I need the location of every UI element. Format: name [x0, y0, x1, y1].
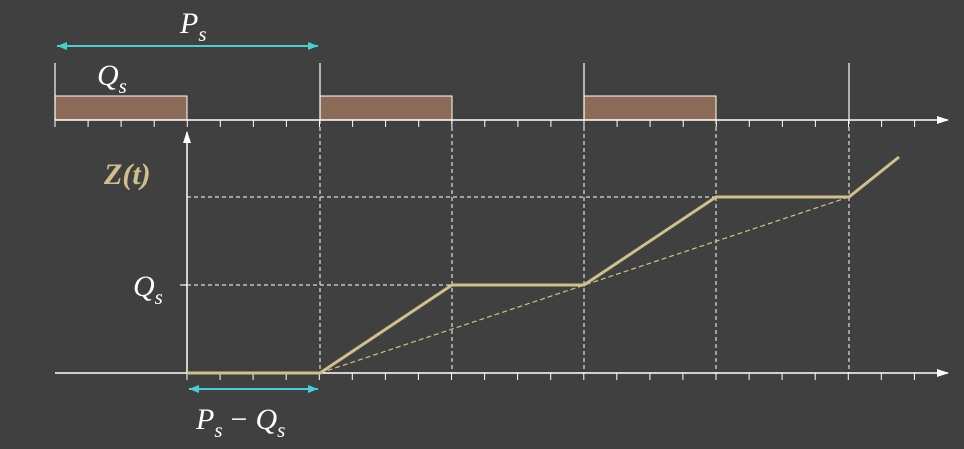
slot-label: Qs — [97, 59, 127, 98]
period-label: Ps — [179, 7, 207, 46]
curve-label: Z(t) — [103, 158, 151, 191]
bottom-axis-ticks — [186, 373, 915, 380]
supply-slot-2 — [319, 95, 453, 121]
top-axis-ticks — [54, 120, 916, 127]
gap-label: Ps − Qs — [195, 403, 285, 442]
linear-bound-line — [319, 196, 850, 374]
supply-slot-3 — [583, 95, 717, 121]
supply-function-curve — [187, 155, 900, 375]
period-boundaries — [54, 63, 850, 120]
vertical-guides — [319, 120, 850, 373]
y-axis-qs-label: Qs — [133, 270, 163, 309]
horizontal-guides — [187, 196, 849, 286]
supply-slot-1 — [54, 95, 188, 121]
supply-slots — [54, 95, 717, 121]
